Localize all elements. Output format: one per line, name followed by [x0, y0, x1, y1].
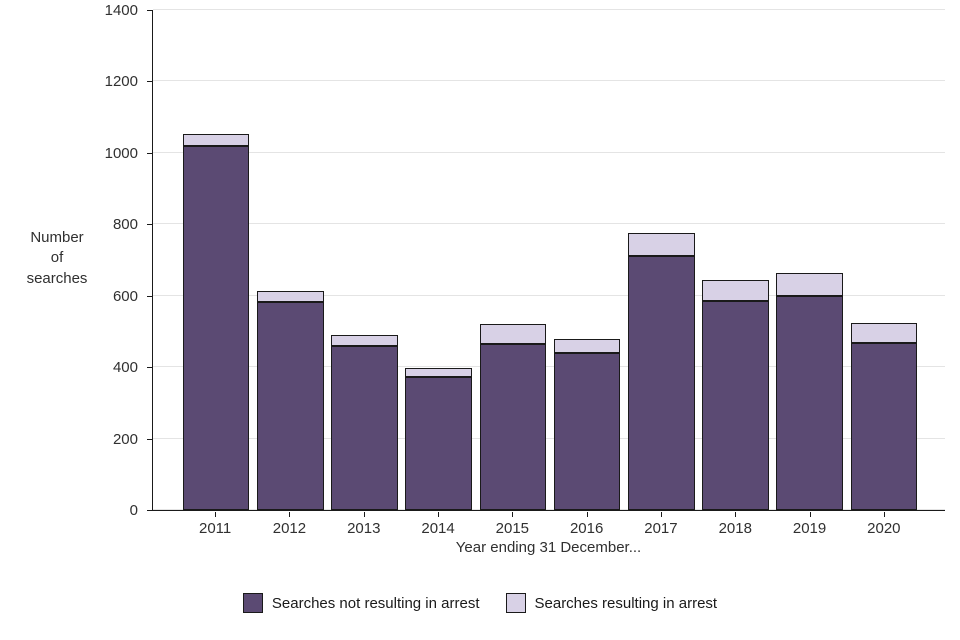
- x-tick-mark: [735, 512, 737, 517]
- bar-2019: [776, 10, 844, 510]
- x-tick-label: 2011: [199, 520, 232, 537]
- y-tick-mark: [147, 81, 152, 83]
- y-axis: 0 200 400 600 800 1000 1200 1400: [0, 3, 152, 519]
- bar-segment: [256, 302, 324, 510]
- x-tick-label: 2015: [495, 520, 530, 537]
- bar-segment: [776, 273, 844, 296]
- x-tick-label: 2016: [569, 520, 604, 537]
- x-tick-label: 2014: [421, 520, 455, 537]
- x-tick-mark: [809, 512, 811, 517]
- bar-2013: [331, 10, 398, 510]
- bar-segment: [405, 377, 473, 510]
- legend: Searches not resulting in arrest Searches…: [0, 593, 960, 613]
- y-tick-mark: [147, 295, 152, 297]
- gridline: [153, 437, 945, 439]
- y-tick-label: 800: [112, 216, 138, 234]
- legend-label: Searches not resulting in arrest: [271, 594, 480, 612]
- x-tick-mark: [215, 512, 217, 517]
- bar-segment: [627, 233, 695, 256]
- x-tick-mark: [438, 512, 440, 517]
- x-tick-label: 2019: [792, 520, 827, 537]
- bar-segment: [405, 368, 473, 378]
- legend-swatch: [505, 593, 526, 613]
- x-axis-label: Year ending 31 December...: [455, 539, 642, 556]
- bar-2020: [850, 10, 918, 510]
- y-axis-label: Number of searches: [26, 229, 88, 287]
- gridline: [153, 223, 945, 225]
- x-tick-mark: [660, 512, 662, 517]
- x-tick-mark: [363, 512, 365, 517]
- bar-segment: [850, 322, 918, 344]
- bar-segment: [627, 255, 695, 510]
- bar-segment: [553, 338, 621, 353]
- x-tick-label: 2020: [867, 520, 901, 537]
- bar-2018: [702, 10, 769, 510]
- legend-swatch: [242, 593, 263, 613]
- x-tick-label: 2018: [718, 520, 752, 537]
- legend-item: Searches not resulting in arrest: [242, 593, 480, 613]
- gridline: [153, 151, 945, 153]
- bar-segment: [256, 290, 324, 303]
- legend-label: Searches resulting in arrest: [534, 594, 718, 612]
- x-tick-mark: [289, 512, 291, 517]
- y-tick-mark: [147, 10, 152, 11]
- y-tick-mark: [147, 152, 152, 154]
- x-tick-label: 2013: [347, 520, 381, 537]
- bar-2017: [627, 10, 695, 510]
- y-tick-label: 600: [112, 287, 138, 305]
- y-tick-label: 1400: [104, 2, 138, 19]
- y-tick-label: 200: [112, 430, 138, 448]
- bar-segment: [479, 343, 547, 510]
- bar-segment: [850, 343, 918, 510]
- bar-segment: [182, 145, 250, 510]
- y-tick-mark: [147, 367, 152, 369]
- bar-2012: [256, 10, 324, 510]
- bar-2015: [479, 10, 547, 510]
- y-tick-mark: [147, 224, 152, 226]
- gridline: [153, 294, 945, 296]
- x-tick-mark: [883, 512, 885, 517]
- gridline: [153, 366, 945, 368]
- bar-2011: [182, 10, 250, 510]
- x-tick-mark: [512, 512, 514, 517]
- x-tick-label: 2012: [272, 520, 307, 537]
- bar-segment: [331, 346, 398, 510]
- x-tick-mark: [586, 512, 588, 517]
- bar-2014: [405, 10, 473, 510]
- bar-2016: [553, 10, 621, 510]
- bar-segment: [479, 323, 547, 344]
- y-tick-label: 1000: [104, 144, 138, 162]
- y-tick-label: 400: [112, 359, 138, 377]
- bar-segment: [776, 295, 844, 510]
- bar-segment: [182, 134, 250, 146]
- gridline: [153, 9, 945, 10]
- y-tick-label: 0: [129, 502, 138, 519]
- bar-segment: [702, 280, 769, 302]
- x-tick-label: 2017: [644, 520, 678, 537]
- bar-segment: [331, 334, 398, 347]
- y-tick-label: 1200: [104, 73, 138, 91]
- legend-item: Searches resulting in arrest: [505, 593, 718, 613]
- plot-area: [152, 9, 945, 511]
- bar-segment: [553, 352, 621, 510]
- y-tick-mark: [147, 510, 152, 511]
- bar-segment: [702, 301, 769, 510]
- x-axis: 2011 2012 2013 2014 2015 2016 2017 2018 2019 2020: [178, 512, 921, 542]
- gridline: [153, 509, 945, 510]
- y-tick-mark: [147, 438, 152, 440]
- gridline: [153, 80, 945, 82]
- bars-group: [179, 10, 921, 510]
